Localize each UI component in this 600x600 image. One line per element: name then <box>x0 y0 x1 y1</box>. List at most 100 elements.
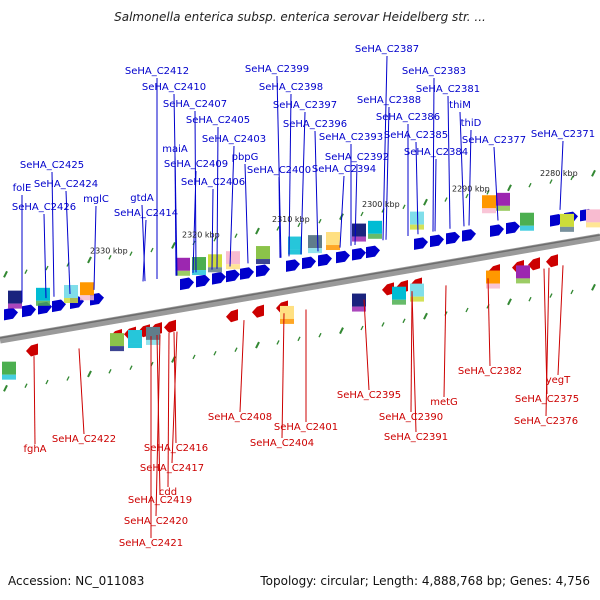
leader-line <box>300 111 306 255</box>
reverse-gene-label: yegT <box>546 375 571 386</box>
forward-gene-label: SeHA_C2405 <box>186 115 250 126</box>
function-box <box>486 283 500 289</box>
forward-gene-label: SeHA_C2414 <box>114 208 178 219</box>
function-box <box>326 232 340 246</box>
scale-tick-reverse <box>549 293 553 298</box>
leader-line <box>216 126 219 269</box>
function-box <box>110 346 124 352</box>
function-box <box>486 270 500 284</box>
function-box <box>586 222 600 228</box>
leader-line <box>434 158 437 232</box>
forward-gene-arrow <box>414 237 428 250</box>
forward-gene-label: SeHA_C2407 <box>163 99 227 110</box>
forward-gene-label: SeHA_C2425 <box>20 160 84 171</box>
leader-line <box>167 332 170 488</box>
function-box <box>146 326 160 340</box>
function-box <box>308 248 322 254</box>
scale-tick-forward <box>213 236 217 242</box>
scale-tick-reverse <box>45 379 49 385</box>
forward-gene-arrow <box>366 245 380 259</box>
leader-line <box>447 95 451 229</box>
leader-line <box>93 205 97 290</box>
scale-tick-forward <box>87 256 92 264</box>
forward-gene-label: maiA <box>162 144 188 155</box>
reverse-gene-arrow <box>382 282 394 296</box>
reverse-gene-label: SeHA_C2404 <box>250 438 314 449</box>
reverse-gene-label: SeHA_C2422 <box>52 434 116 445</box>
forward-gene-label: SeHA_C2406 <box>181 177 245 188</box>
forward-gene-label: SeHA_C2371 <box>531 129 595 140</box>
forward-gene-arrow <box>180 277 194 291</box>
scale-tick-forward <box>234 233 238 238</box>
leader-line <box>278 176 281 258</box>
forward-gene-label: folE <box>13 183 32 194</box>
leader-line <box>142 219 147 282</box>
leader-line <box>468 129 472 226</box>
reverse-gene-label: cdd <box>159 487 177 498</box>
forward-gene-arrow <box>352 248 366 261</box>
forward-gene-arrow <box>336 250 350 264</box>
reverse-gene-label: SeHA_C2401 <box>274 422 338 433</box>
forward-gene-arrow <box>4 307 18 321</box>
scale-label: 2290 kbp <box>452 184 490 193</box>
forward-gene-label: mglC <box>83 194 109 205</box>
function-box <box>36 287 50 301</box>
function-box <box>208 254 222 268</box>
function-box <box>410 283 424 297</box>
function-box <box>64 285 78 299</box>
scale-tick-reverse <box>507 298 512 306</box>
function-box <box>288 236 302 250</box>
reverse-gene-label: SeHA_C2375 <box>515 394 579 405</box>
forward-gene-arrow <box>462 229 476 242</box>
forward-gene-label: SeHA_C2396 <box>283 119 347 130</box>
leader-line <box>339 175 345 248</box>
backbone-edge <box>0 234 600 339</box>
leader-line <box>78 348 85 435</box>
function-box <box>496 192 510 206</box>
function-box <box>176 270 190 276</box>
function-box <box>256 259 270 265</box>
forward-gene-arrow <box>318 253 332 267</box>
function-box <box>280 305 294 319</box>
leader-line <box>281 313 285 439</box>
function-box <box>392 299 406 305</box>
scale-tick-reverse <box>3 384 8 392</box>
function-box <box>392 286 406 300</box>
function-box <box>8 303 22 309</box>
scale-tick-forward <box>276 226 280 231</box>
scale-label: 2320 kbp <box>182 231 220 240</box>
scale-tick-reverse <box>66 376 70 381</box>
function-box <box>352 223 366 237</box>
scale-tick-forward <box>486 190 490 195</box>
scale-tick-forward <box>591 169 596 177</box>
leader-line <box>385 106 390 240</box>
function-box <box>128 343 142 349</box>
scale-tick-reverse <box>528 296 532 302</box>
function-box <box>146 339 160 345</box>
leader-line <box>415 141 419 235</box>
forward-gene-arrow <box>22 304 36 318</box>
scale-tick-reverse <box>234 347 238 352</box>
reverse-gene-label: SeHA_C2395 <box>337 390 401 401</box>
leader-line <box>363 299 370 391</box>
function-box <box>482 208 496 214</box>
scale-tick-reverse <box>318 332 322 338</box>
scale-tick-reverse <box>402 318 406 324</box>
leader-line <box>410 291 413 413</box>
forward-gene-arrow <box>430 234 444 248</box>
reverse-gene-arrow <box>164 319 176 333</box>
leader-line <box>33 356 36 445</box>
forward-gene-label: SeHA_C2384 <box>404 147 468 158</box>
leader-line <box>174 155 177 276</box>
forward-gene-label: SeHA_C2424 <box>34 179 98 190</box>
forward-gene-arrow <box>490 224 504 237</box>
forward-gene-label: SeHA_C2398 <box>259 82 323 93</box>
forward-gene-label: SeHA_C2410 <box>142 82 206 93</box>
function-box <box>352 236 366 242</box>
scale-tick-reverse <box>192 354 196 360</box>
scale-tick-forward <box>108 254 112 260</box>
function-box <box>560 213 574 227</box>
function-box <box>482 195 496 209</box>
leader-line <box>382 55 388 241</box>
forward-gene-arrow <box>52 299 66 313</box>
